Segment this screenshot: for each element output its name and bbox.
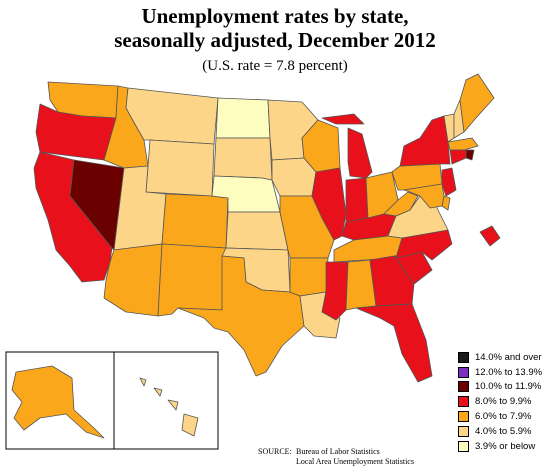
state-il bbox=[311, 167, 347, 241]
title-line-2: seasonally adjusted, December 2012 bbox=[114, 28, 436, 52]
legend-swatch bbox=[458, 411, 469, 423]
legend-label: 4.0% to 5.9% bbox=[475, 425, 532, 437]
state-ri bbox=[465, 149, 475, 161]
legend-label: 12.0% to 13.9% bbox=[475, 366, 543, 378]
legend-item: 8.0% to 9.9% bbox=[458, 394, 550, 409]
legend-swatch bbox=[458, 440, 469, 452]
legend-item: 6.0% to 7.9% bbox=[458, 409, 550, 424]
state-wv bbox=[383, 191, 419, 217]
state-ma bbox=[447, 137, 479, 151]
state-md bbox=[403, 183, 445, 209]
state-ks bbox=[225, 211, 289, 251]
state-nd bbox=[215, 97, 271, 139]
state-in bbox=[345, 177, 369, 223]
legend-item: 3.9% or below bbox=[458, 439, 550, 454]
state-nm bbox=[157, 243, 227, 317]
legend-swatch bbox=[458, 366, 469, 378]
legend-item: 14.0% and over bbox=[458, 350, 550, 365]
state-wy bbox=[145, 139, 215, 197]
state-nv bbox=[69, 159, 125, 251]
state-ny bbox=[399, 115, 451, 167]
hawaii-inset-frame bbox=[113, 351, 219, 450]
state-ak bbox=[11, 365, 105, 439]
legend-item: 10.0% to 11.9% bbox=[458, 380, 550, 395]
state-hi bbox=[139, 377, 199, 437]
source-line-1: Bureau of Labor Statistics bbox=[296, 447, 380, 456]
state-ms bbox=[321, 261, 349, 321]
state-ar bbox=[289, 257, 329, 297]
state-me bbox=[459, 73, 495, 133]
state-dc bbox=[479, 225, 501, 247]
source-note: SOURCE: Bureau of Labor Statistics Local … bbox=[258, 447, 414, 467]
state-fl bbox=[355, 303, 433, 383]
legend-swatch bbox=[458, 351, 469, 363]
title-line-1: Unemployment rates by state, bbox=[141, 4, 409, 28]
legend-label: 14.0% and over bbox=[475, 351, 542, 363]
legend-swatch bbox=[458, 396, 469, 408]
source-label: SOURCE: bbox=[258, 447, 292, 456]
legend-label: 8.0% to 9.9% bbox=[475, 396, 532, 408]
state-az bbox=[103, 243, 163, 317]
legend-swatch bbox=[458, 425, 469, 437]
legend: 14.0% and over 12.0% to 13.9% 10.0% to 1… bbox=[458, 350, 550, 454]
legend-swatch bbox=[458, 381, 469, 393]
state-nj bbox=[441, 167, 457, 197]
legend-label: 6.0% to 7.9% bbox=[475, 411, 532, 423]
source-line-2: Local Area Unemployment Statistics bbox=[296, 457, 414, 466]
state-sd bbox=[213, 137, 273, 181]
legend-label: 10.0% to 11.9% bbox=[475, 381, 542, 393]
legend-item: 12.0% to 13.9% bbox=[458, 365, 550, 380]
state-ct bbox=[449, 149, 467, 165]
legend-label: 3.9% or below bbox=[475, 440, 536, 452]
map-subtitle: (U.S. rate = 7.8 percent) bbox=[202, 58, 348, 74]
map-title: Unemployment rates by state, seasonally … bbox=[0, 4, 550, 52]
state-tx bbox=[177, 255, 305, 377]
state-co bbox=[161, 193, 229, 249]
legend-item: 4.0% to 5.9% bbox=[458, 424, 550, 439]
